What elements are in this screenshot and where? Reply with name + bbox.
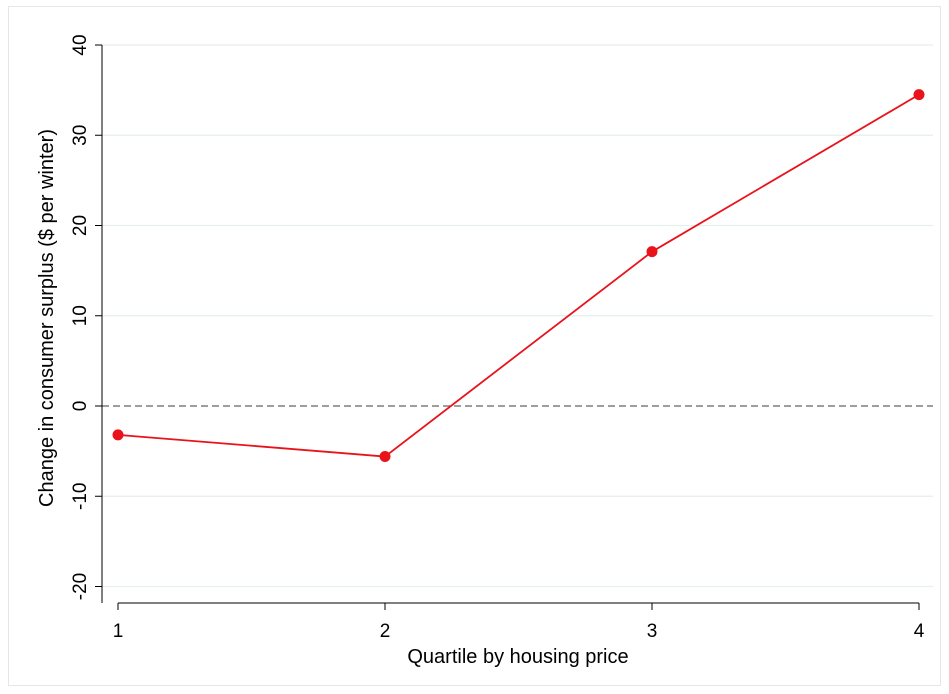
x-tick-label: 1 — [113, 621, 124, 642]
chart-frame — [8, 6, 941, 686]
y-tick-label: 40 — [70, 34, 91, 55]
grid-lines — [102, 44, 933, 588]
x-tick-label: 4 — [914, 621, 925, 642]
series-line — [117, 93, 920, 458]
x-tick-label: 3 — [647, 621, 658, 642]
y-tick-label: 0 — [70, 401, 91, 412]
x-axis-title: Quartile by housing price — [407, 646, 628, 668]
series-line-path — [117, 93, 920, 458]
x-tick-label: 2 — [380, 621, 391, 642]
y-tick-label: -20 — [70, 573, 91, 600]
data-point — [112, 429, 124, 441]
data-point — [379, 451, 391, 463]
y-tick-label: 10 — [70, 305, 91, 326]
data-point — [646, 246, 658, 258]
y-tick-label: -10 — [70, 483, 91, 510]
axes: -20 -10 0 10 20 30 40 1 2 3 4 — [70, 34, 925, 642]
y-axis-title: Change in consumer surplus ($ per winter… — [36, 129, 58, 507]
y-tick-label: 20 — [70, 215, 91, 236]
y-tick-label: 30 — [70, 125, 91, 146]
series-markers — [112, 89, 925, 463]
data-point — [913, 89, 925, 101]
